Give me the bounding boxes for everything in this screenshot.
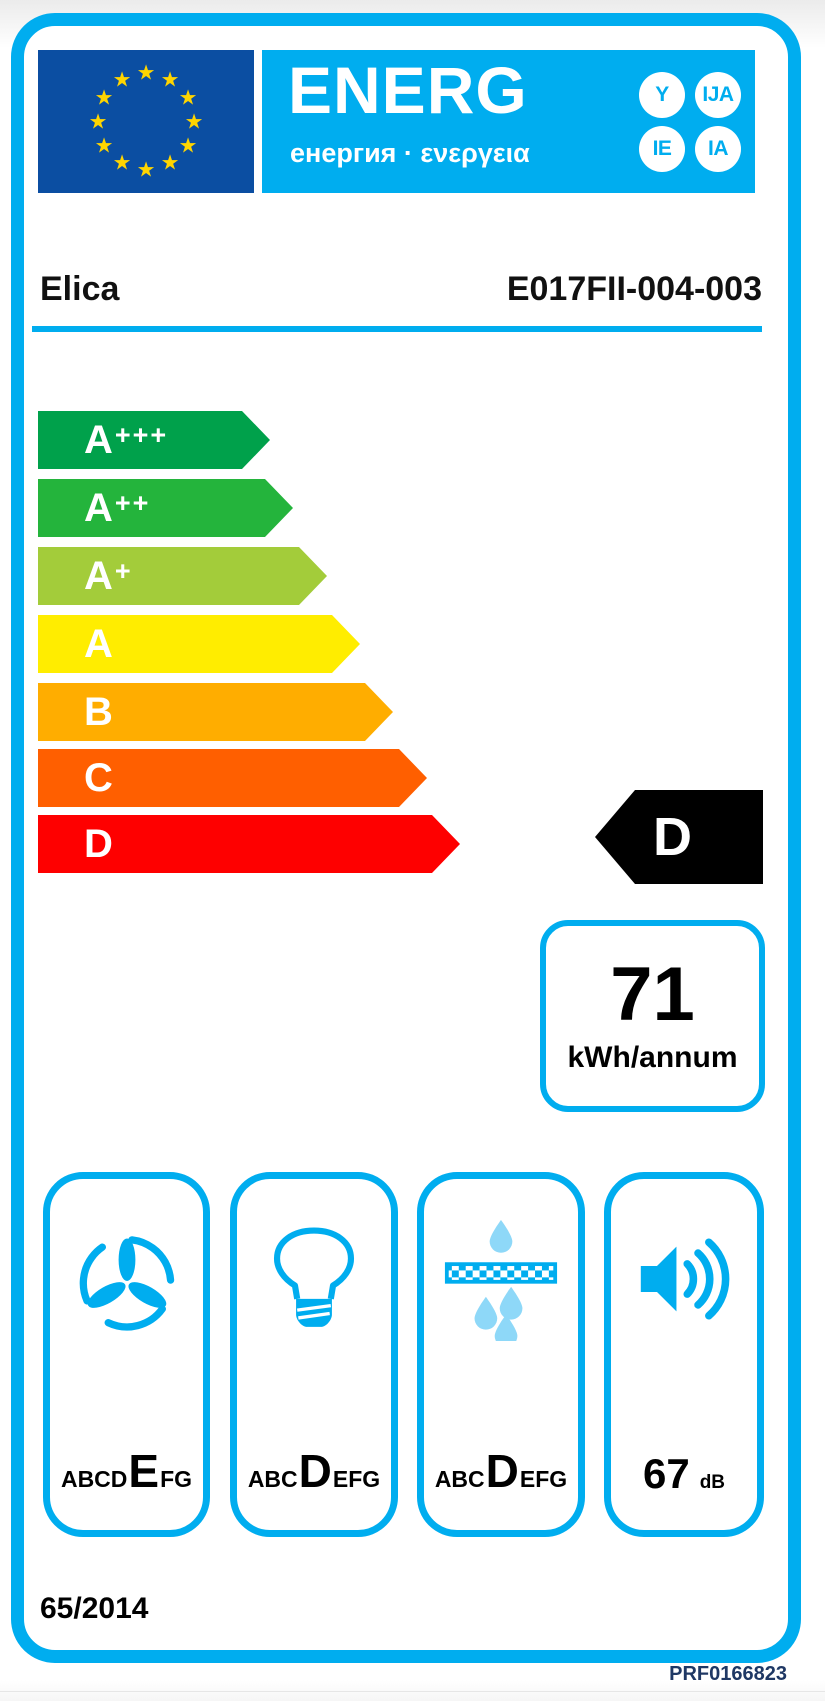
energ-subtitle: енергия · ενεργεια [290, 138, 530, 168]
header-divider [32, 326, 762, 332]
grade-current: E [128, 1445, 160, 1497]
energ-word: ENERG [288, 53, 528, 127]
grade-prefix: ABC [247, 1466, 298, 1492]
fluid-dynamic-grade-row: ABCD E FG [50, 1444, 203, 1498]
noise-box: 67 dB [604, 1172, 764, 1537]
eu-flag-star: ★ [112, 68, 132, 92]
noise-unit: dB [699, 1472, 726, 1493]
speaker-icon [611, 1225, 757, 1333]
eu-flag-star: ★ [94, 86, 114, 110]
scale-arrow-a-plus-plus: A ++ [38, 479, 293, 537]
eu-flag-star: ★ [94, 134, 114, 158]
scale-letter: A [84, 485, 113, 530]
scale-arrow-d: D [38, 815, 460, 873]
energ-logo-band: ENERG енергия · ενεργεια Y IJA IE IA [262, 50, 755, 193]
grade-prefix: ABCD [60, 1466, 128, 1492]
noise-value-row: 67 dB [611, 1450, 757, 1498]
scale-letter: B [84, 689, 113, 734]
scale-plus: +++ [114, 420, 169, 450]
eu-flag-star: ★ [136, 158, 156, 182]
current-rating-pointer: D [595, 790, 763, 884]
fluid-dynamic-efficiency-box: ABCD E FG [43, 1172, 210, 1537]
eu-flag: ★ ★ ★ ★ ★ ★ ★ ★ ★ ★ ★ ★ [38, 50, 254, 193]
grease-filtering-box: ABC D EFG [417, 1172, 585, 1537]
grade-current: D [298, 1445, 332, 1497]
lighting-grade-row: ABC D EFG [237, 1444, 391, 1498]
language-suffix-badges: Y IJA IE IA [639, 72, 741, 172]
scale-arrow-b: B [38, 683, 393, 741]
grade-current: D [485, 1445, 519, 1497]
scale-letter: A [84, 621, 113, 666]
scale-letter: A [84, 417, 113, 462]
grade-suffix: FG [160, 1466, 193, 1492]
eu-flag-star: ★ [88, 110, 108, 134]
eu-flag-star: ★ [178, 134, 198, 158]
suffix-badge: IE [639, 126, 685, 172]
noise-value: 67 [642, 1450, 690, 1497]
eu-flag-star: ★ [136, 61, 156, 85]
grease-filtering-grade-row: ABC D EFG [424, 1444, 578, 1498]
scale-arrow-c: C [38, 749, 427, 807]
scale-arrow-a: A [38, 615, 360, 673]
page-bottom-divider [0, 1691, 825, 1692]
grade-suffix: EFG [519, 1466, 568, 1492]
suffix-badge: IJA [695, 72, 741, 118]
scale-plus: ++ [114, 488, 151, 518]
grade-suffix: EFG [332, 1466, 381, 1492]
lighting-efficiency-box: ABC D EFG [230, 1172, 398, 1537]
annual-energy-value: 71 [610, 952, 695, 1037]
bulb-icon [237, 1225, 391, 1337]
scale-letter: D [84, 821, 113, 866]
grade-prefix: ABC [434, 1466, 485, 1492]
eu-flag-star: ★ [184, 110, 204, 134]
scale-plus: + [114, 556, 133, 586]
model-number: E017FII-004-003 [506, 270, 762, 308]
suffix-badge: IA [695, 126, 741, 172]
scale-arrow-a-plus-plus-plus: A +++ [38, 411, 270, 469]
eu-flag-star: ★ [160, 151, 180, 175]
brand-name: Elica [40, 270, 120, 308]
reference-code: PRF0166823 [669, 1663, 787, 1685]
eu-flag-star: ★ [160, 68, 180, 92]
grease-filter-icon [424, 1215, 578, 1341]
suffix-badge: Y [639, 72, 685, 118]
eu-flag-star: ★ [178, 86, 198, 110]
eu-flag-star: ★ [112, 151, 132, 175]
annual-energy-box: 71 kWh/annum [540, 920, 765, 1112]
scale-arrow-a-plus: A + [38, 547, 327, 605]
annual-energy-unit: kWh/annum [567, 1041, 738, 1074]
scale-letter: C [84, 755, 113, 800]
scale-letter: A [84, 553, 113, 598]
fan-icon [50, 1225, 203, 1337]
regulation-number: 65/2014 [40, 1592, 149, 1625]
